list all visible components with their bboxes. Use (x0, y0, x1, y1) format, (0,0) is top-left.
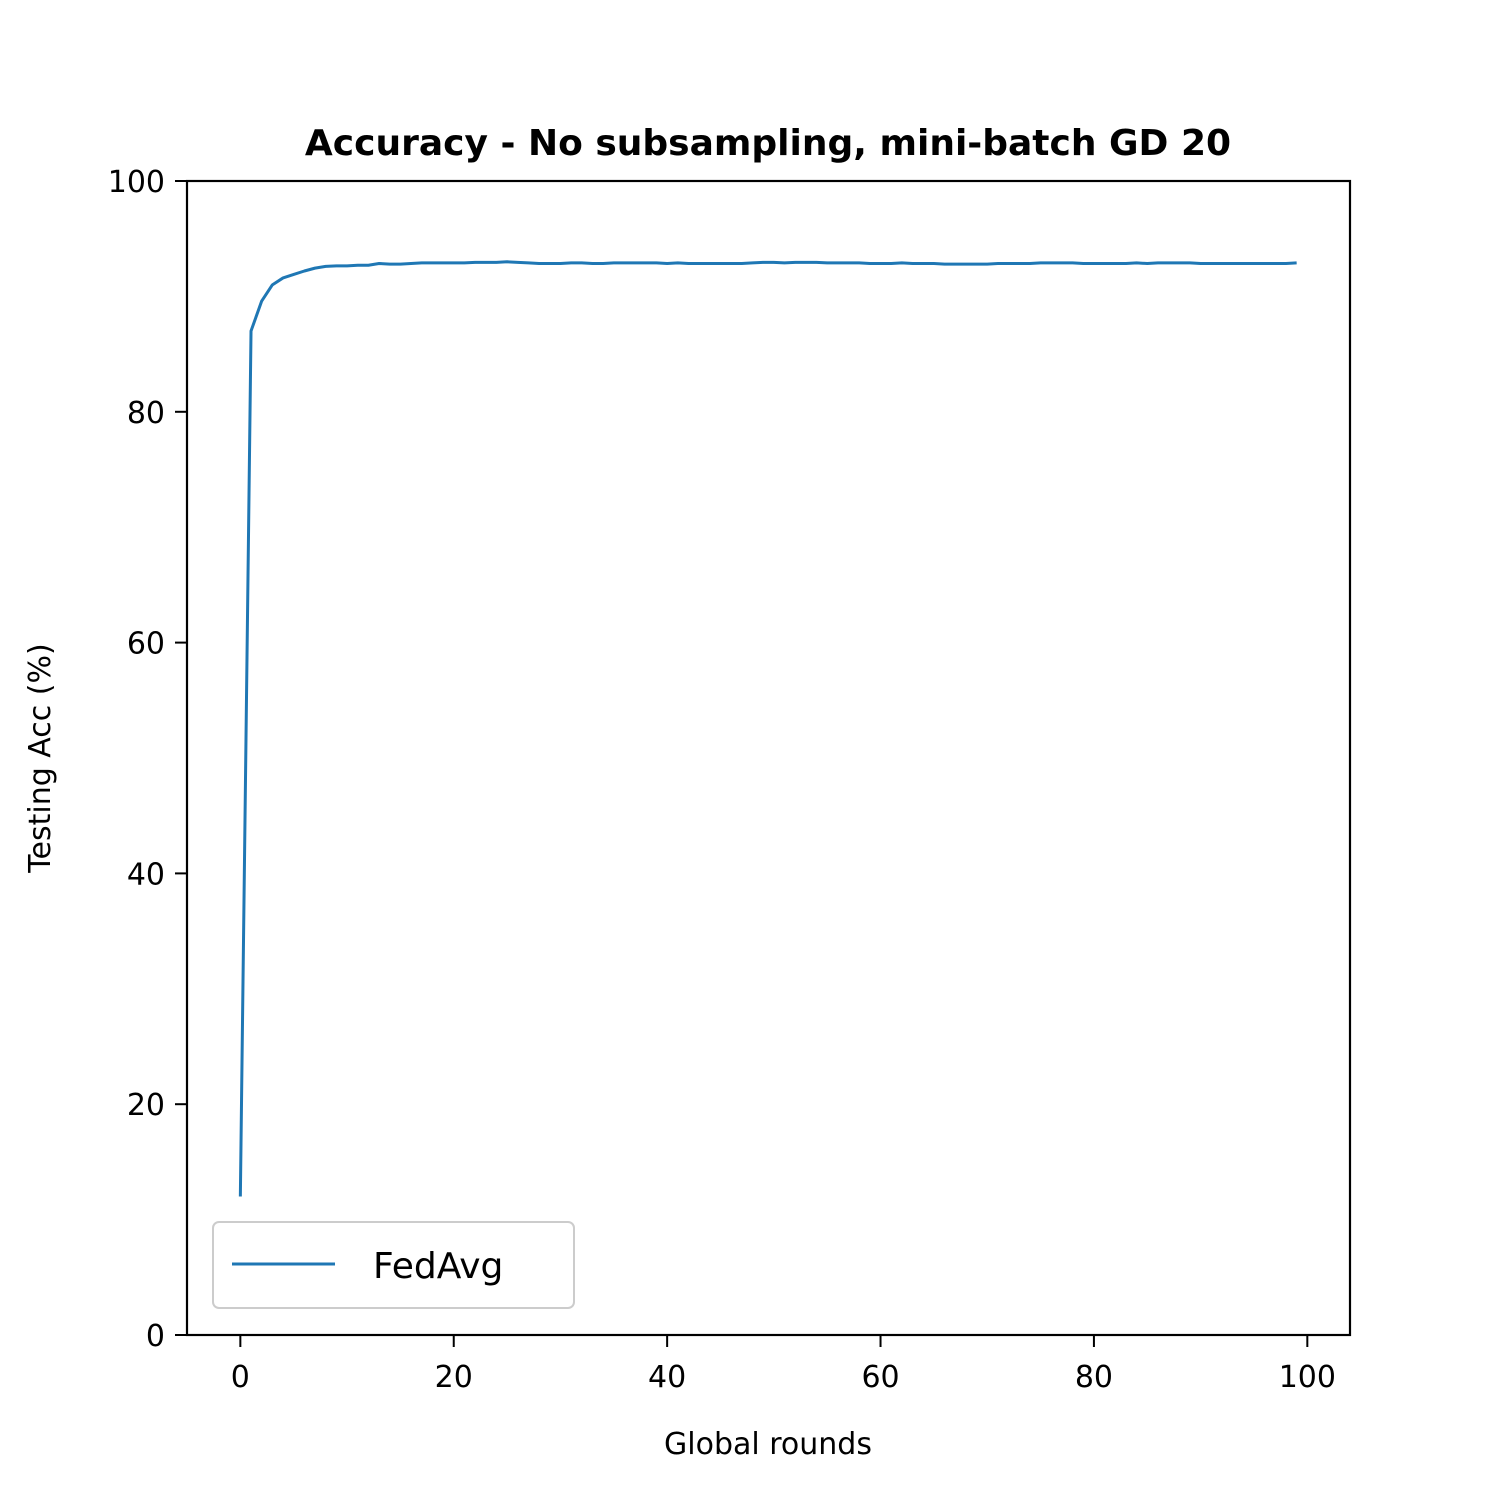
y-axis-label: Testing Acc (%) (23, 643, 58, 873)
x-axis-label: Global rounds (664, 1427, 872, 1462)
y-tick-label: 100 (108, 165, 165, 200)
x-axis-ticks: 0 20 40 60 80 100 (231, 1335, 1336, 1395)
x-tick-label: 60 (861, 1360, 899, 1395)
series-line-fedavg (238, 260, 1297, 1197)
plot-area (185, 179, 1352, 1337)
x-tick-label: 20 (435, 1360, 473, 1395)
y-tick-label: 60 (127, 627, 165, 662)
x-tick-label: 80 (1075, 1360, 1113, 1395)
y-tick-label: 80 (127, 396, 165, 431)
x-tick-label: 40 (648, 1360, 686, 1395)
chart-title: Accuracy - No subsampling, mini-batch GD… (305, 123, 1231, 164)
y-tick-label: 40 (127, 857, 165, 892)
legend-label-fedavg: FedAvg (373, 1246, 503, 1287)
series-layer (238, 260, 1297, 1197)
legend: FedAvg (212, 1221, 575, 1309)
y-tick-label: 0 (146, 1319, 165, 1354)
legend-box (212, 1221, 575, 1309)
plot-frame (185, 179, 1352, 1337)
x-tick-label: 0 (231, 1360, 250, 1395)
x-tick-label: 100 (1279, 1360, 1336, 1395)
y-axis-ticks: 0 20 40 60 80 100 (108, 165, 187, 1354)
y-tick-label: 20 (127, 1088, 165, 1123)
